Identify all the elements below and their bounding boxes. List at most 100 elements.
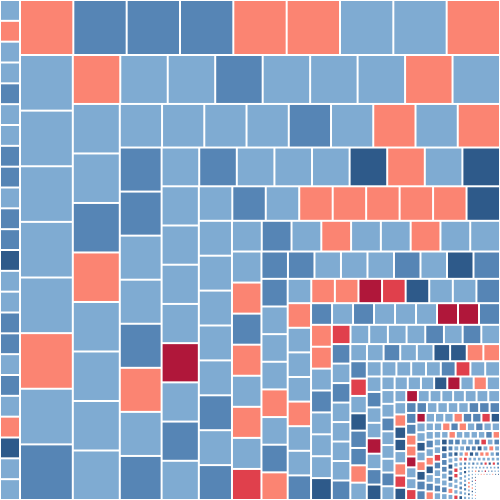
mosaic-tile — [395, 439, 406, 451]
mosaic-tile — [358, 56, 405, 103]
mosaic-tile — [483, 473, 485, 475]
mosaic-tile — [263, 56, 310, 103]
mosaic-tile — [232, 283, 261, 313]
mosaic-tile — [127, 1, 179, 54]
mosaic-tile — [496, 457, 499, 461]
mosaic-tile — [162, 226, 198, 264]
mosaic-tile — [464, 483, 467, 487]
mosaic-tile — [441, 362, 455, 376]
mosaic-tile — [491, 457, 495, 461]
mosaic-tile — [333, 304, 353, 324]
mosaic-tile — [199, 326, 231, 360]
mosaic-tile — [459, 472, 463, 475]
mosaic-tile — [1, 271, 19, 291]
mosaic-tile — [492, 462, 495, 465]
mosaic-tile — [492, 423, 499, 431]
mosaic-tile — [495, 446, 499, 451]
mosaic-tile — [442, 480, 447, 486]
mosaic-tile — [477, 457, 481, 461]
mosaic-tile — [481, 439, 486, 445]
mosaic-tile — [454, 446, 459, 451]
mosaic-tile — [262, 362, 287, 389]
mosaic-tile — [464, 466, 467, 470]
mosaic-tile — [464, 462, 467, 465]
mosaic-tile — [454, 479, 458, 483]
mosaic-tile — [21, 278, 72, 333]
mosaic-tile — [312, 457, 331, 478]
mosaic-tile — [1, 146, 19, 166]
mosaic-tile — [451, 345, 466, 361]
mosaic-tile — [407, 490, 416, 499]
mosaic-tile — [312, 435, 331, 456]
mosaic-tile — [475, 452, 479, 456]
mosaic-tile — [168, 56, 215, 103]
mosaic-tile — [21, 167, 72, 221]
mosaic-tile — [459, 496, 463, 499]
mosaic-tile — [449, 432, 455, 438]
mosaic-tile — [435, 413, 444, 422]
mosaic-tile — [266, 187, 299, 220]
mosaic-tile — [288, 377, 311, 401]
mosaic-tile — [492, 473, 494, 475]
mosaic-tile — [288, 304, 311, 327]
mosaic-tile — [448, 488, 453, 493]
mosaic-tile — [384, 345, 400, 361]
mosaic-tile — [73, 56, 120, 103]
mosaic-tile — [442, 453, 447, 459]
mosaic-tile — [494, 470, 496, 472]
mosaic-tile — [382, 459, 394, 472]
mosaic-tile — [426, 423, 433, 431]
mosaic-tile — [21, 222, 72, 277]
mosaic-tile — [468, 493, 470, 496]
mosaic-tile — [471, 446, 476, 451]
mosaic-tile — [341, 252, 367, 278]
mosaic-tile — [459, 491, 463, 495]
mosaic-tile — [367, 470, 381, 484]
mosaic-tile — [434, 462, 441, 469]
mosaic-tile — [484, 423, 491, 431]
mosaic-tile — [199, 187, 232, 220]
mosaic-tile — [464, 452, 468, 456]
mosaic-tile — [312, 279, 334, 303]
mosaic-tile — [426, 475, 433, 482]
mosaic-tile — [367, 423, 381, 438]
mosaic-tile — [406, 56, 452, 103]
mosaic-tile — [421, 252, 446, 278]
mosaic-tile — [459, 486, 463, 490]
mosaic-tile — [444, 325, 462, 344]
mosaic-tile — [120, 236, 161, 279]
mosaic-tile — [474, 485, 476, 487]
mosaic-tile — [351, 362, 366, 378]
mosaic-tile — [232, 345, 261, 375]
mosaic-tile — [468, 474, 470, 477]
mosaic-tile — [464, 479, 467, 482]
mosaic-tile — [333, 187, 366, 220]
mosaic-tile — [463, 325, 481, 344]
mosaic-tile — [262, 473, 287, 499]
mosaic-tile — [359, 279, 382, 303]
mosaic-tile — [434, 477, 441, 484]
mosaic-tile — [351, 483, 366, 499]
mosaic-tile — [288, 328, 311, 352]
mosaic-tile — [435, 377, 447, 390]
mosaic-tile — [232, 469, 261, 499]
mosaic-tile — [1, 188, 19, 208]
mosaic-tile — [425, 148, 462, 186]
mosaic-tile — [367, 392, 381, 407]
mosaic-tile — [367, 345, 383, 361]
mosaic-tile — [417, 452, 425, 461]
mosaic-tile — [448, 403, 458, 412]
mosaic-tile — [441, 221, 470, 251]
mosaic-tile — [426, 413, 434, 422]
mosaic-tile — [407, 446, 416, 456]
mosaic-tile — [395, 391, 406, 402]
mosaic-tile — [487, 377, 499, 390]
mosaic-tile — [478, 470, 480, 472]
mosaic-tile — [467, 423, 475, 431]
mosaic-tile — [407, 413, 416, 423]
mosaic-tile — [73, 253, 119, 301]
mosaic-tile — [448, 439, 454, 445]
mosaic-tile — [382, 446, 394, 458]
mosaic-tile — [434, 187, 466, 220]
